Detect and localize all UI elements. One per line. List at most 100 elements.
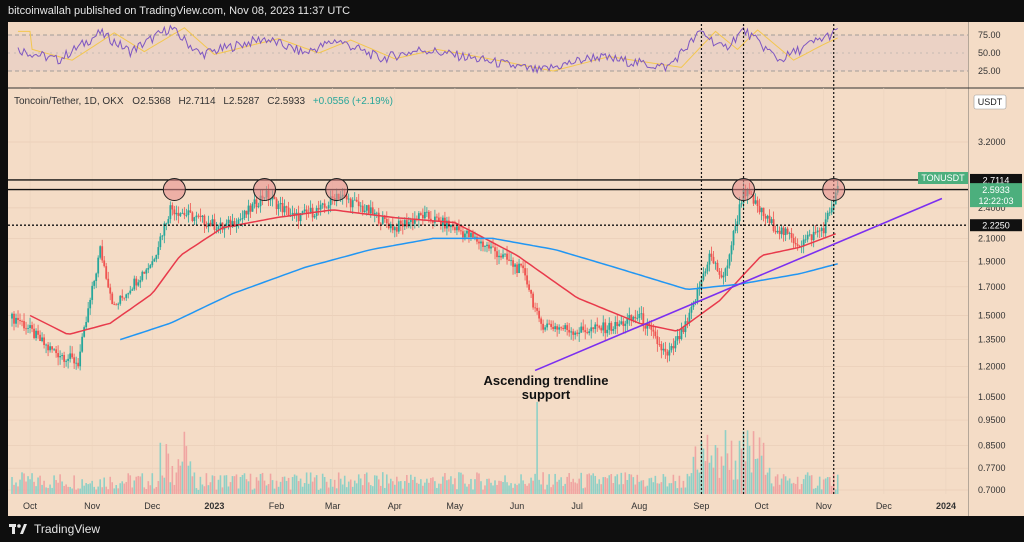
volume-bar [253,488,256,494]
candle-body [636,317,639,319]
candle-body [610,322,613,331]
candle-body [766,215,769,219]
candle-body [686,321,689,323]
price-chart[interactable]: Oct Nov Dec 2023 Feb Mar Apr May Jun Jul Aug Sep Oct… [8,22,968,516]
volume-bar [121,481,124,494]
volume-bar [632,477,635,494]
candle-body [774,230,777,233]
volume-bar [672,474,675,494]
volume-bar [23,473,25,494]
candle-body [530,289,532,294]
candle-body [604,322,607,334]
volume-bar [15,482,17,494]
volume-bar [700,440,703,494]
volume-bar [506,482,508,494]
candle-body [716,262,719,272]
candle-body [237,219,240,227]
volume-bar [646,485,649,494]
candle-body [15,317,17,324]
volume-bar [331,486,334,494]
volume-bar [41,484,43,494]
volume-bar [650,477,653,494]
volume-bar [740,448,743,494]
level-label-bg-2 [970,219,1022,232]
candle-body [117,303,120,305]
resistance-circle-0 [162,178,186,202]
candle-body [321,203,324,205]
candle-body [369,207,372,214]
volume-bar [498,480,500,494]
volume-bar [414,476,416,494]
volume-bar [726,453,729,494]
candle-body [171,205,174,210]
candle-body [367,205,370,214]
candle-body [275,198,278,210]
candle-body [53,349,55,351]
candle-body [630,315,633,320]
candle-body [125,294,128,298]
volume-bar [293,474,296,494]
x-tick-label: 2023 [204,501,224,511]
volume-bar [814,488,817,494]
candle-body [329,196,332,206]
volume-bar [235,474,238,494]
candle-body [95,273,98,282]
candle-body [680,328,683,340]
candle-body [482,241,484,247]
candle-body [702,273,705,280]
volume-bar [263,480,266,494]
volume-bar [542,472,544,494]
candle-body [197,215,200,217]
volume-bar [29,479,31,494]
volume-bar [261,472,264,494]
volume-bar [345,487,348,494]
volume-bar [337,472,340,494]
volume-bar [47,487,49,494]
brand[interactable]: TradingView [8,522,100,536]
volume-bar [436,487,438,494]
current-price-label: 2.5933 [982,185,1010,195]
volume-bar [155,487,158,494]
ascending-trendline [534,197,943,372]
volume-bar [209,482,212,494]
quote-badge[interactable] [973,94,1007,110]
x-tick-label: Nov [816,501,833,511]
volume-bar [600,484,603,494]
volume-bar [53,475,55,494]
price-tick-label: 1.7000 [978,282,1006,292]
volume-bar [309,472,312,494]
candle-body [177,212,180,216]
volume-bar [512,487,514,494]
candle-body [690,306,693,313]
volume-bar [706,434,709,494]
candle-body [373,212,376,215]
candle-body [405,220,408,227]
volume-bar [289,489,292,494]
candle-body [724,268,727,276]
candle-body [520,263,522,266]
candle-body [614,321,617,329]
volume-bar [744,461,747,494]
candle-body [706,264,709,272]
volume-bar [440,483,442,494]
candle-body [437,217,440,221]
candle-body [670,346,673,351]
price-tick-label: 2.4000 [978,203,1006,213]
candle-body [151,261,154,266]
volume-bar [798,489,801,494]
candle-body [708,253,711,265]
candle-body [554,326,557,330]
candle-body [225,223,228,226]
candle-body [474,236,476,238]
volume-bar [488,478,490,494]
volume-bar [562,485,564,494]
candle-body [27,328,29,329]
volume-bar [111,482,114,494]
volume-bar [283,476,286,494]
candle-body [59,356,62,358]
candle-body [712,256,715,264]
candle-body [828,212,831,214]
volume-bar [456,489,458,494]
candle-body [764,216,767,219]
